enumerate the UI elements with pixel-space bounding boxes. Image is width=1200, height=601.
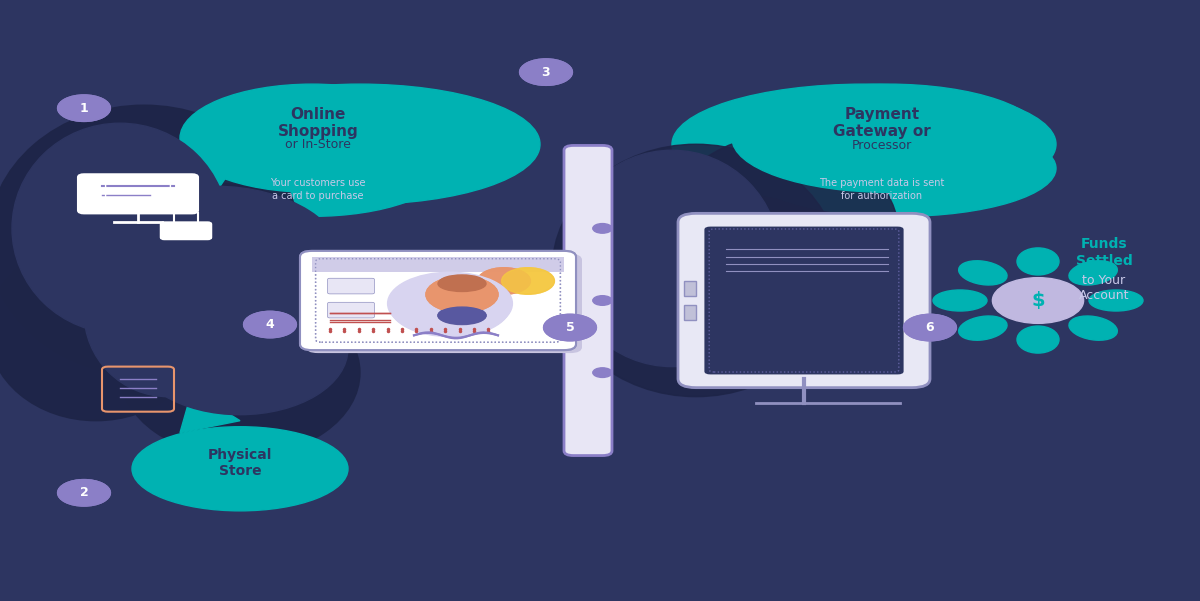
Text: 3: 3 (541, 66, 551, 79)
FancyBboxPatch shape (328, 278, 374, 294)
Text: 2: 2 (79, 486, 89, 499)
Text: Payment
Gateway or: Payment Gateway or (833, 107, 931, 139)
Circle shape (58, 95, 110, 121)
Circle shape (426, 276, 498, 313)
FancyBboxPatch shape (704, 227, 904, 374)
FancyBboxPatch shape (161, 222, 211, 239)
FancyBboxPatch shape (306, 254, 582, 353)
FancyBboxPatch shape (684, 305, 696, 320)
Ellipse shape (180, 84, 540, 204)
Text: Your customers use
a card to purchase: Your customers use a card to purchase (270, 178, 366, 201)
Ellipse shape (180, 84, 444, 192)
Ellipse shape (1069, 261, 1117, 285)
Circle shape (593, 224, 612, 233)
Circle shape (520, 59, 572, 85)
Text: Processor: Processor (852, 139, 912, 152)
Ellipse shape (84, 228, 252, 397)
Ellipse shape (1018, 326, 1060, 353)
Ellipse shape (564, 150, 780, 367)
Circle shape (502, 268, 554, 294)
Circle shape (502, 268, 554, 294)
Ellipse shape (12, 123, 228, 334)
FancyBboxPatch shape (312, 257, 564, 272)
Ellipse shape (732, 84, 1044, 192)
Ellipse shape (959, 316, 1007, 340)
FancyBboxPatch shape (328, 302, 374, 318)
Circle shape (58, 95, 110, 121)
FancyBboxPatch shape (678, 213, 930, 388)
Circle shape (244, 311, 296, 338)
Circle shape (478, 268, 530, 294)
Text: 1: 1 (79, 102, 89, 115)
Ellipse shape (648, 216, 840, 385)
FancyBboxPatch shape (300, 251, 576, 350)
Ellipse shape (438, 307, 486, 325)
Polygon shape (192, 150, 240, 192)
Ellipse shape (84, 186, 348, 355)
FancyBboxPatch shape (312, 257, 564, 272)
Circle shape (992, 278, 1084, 323)
Ellipse shape (672, 84, 1056, 204)
Ellipse shape (438, 307, 486, 324)
Text: or In-Store: or In-Store (286, 138, 350, 151)
Circle shape (478, 268, 530, 294)
Ellipse shape (1018, 248, 1060, 275)
Ellipse shape (660, 135, 900, 346)
Circle shape (593, 368, 612, 377)
Circle shape (593, 296, 612, 305)
Ellipse shape (228, 240, 300, 288)
Ellipse shape (438, 276, 486, 291)
Circle shape (904, 314, 956, 341)
Circle shape (58, 480, 110, 506)
Ellipse shape (132, 427, 348, 511)
Text: 2: 2 (79, 486, 89, 499)
Ellipse shape (180, 120, 444, 216)
Ellipse shape (1090, 290, 1142, 311)
Circle shape (388, 272, 512, 335)
Text: The payment data is sent
for authorization: The payment data is sent for authorizati… (820, 178, 944, 201)
FancyBboxPatch shape (684, 281, 696, 296)
Ellipse shape (0, 240, 204, 421)
Polygon shape (180, 391, 240, 433)
Ellipse shape (934, 290, 986, 311)
Circle shape (244, 311, 296, 338)
Circle shape (520, 59, 572, 85)
Circle shape (904, 314, 956, 341)
Ellipse shape (84, 183, 348, 394)
Circle shape (544, 314, 596, 341)
Circle shape (58, 480, 110, 506)
FancyBboxPatch shape (300, 251, 576, 350)
Circle shape (390, 276, 510, 337)
Circle shape (544, 314, 596, 341)
Text: 6: 6 (925, 321, 935, 334)
Text: 5: 5 (565, 321, 575, 334)
Ellipse shape (1069, 316, 1117, 340)
Text: $: $ (1031, 291, 1045, 310)
Text: Online
Shopping: Online Shopping (277, 107, 359, 139)
Ellipse shape (744, 120, 1056, 216)
Ellipse shape (439, 275, 485, 290)
Text: Physical
Store: Physical Store (208, 448, 272, 478)
Text: 4: 4 (265, 318, 275, 331)
Ellipse shape (959, 261, 1007, 285)
Ellipse shape (132, 282, 348, 415)
Text: 3: 3 (541, 66, 551, 79)
Ellipse shape (0, 105, 300, 376)
Text: to Your
Account: to Your Account (1079, 275, 1129, 302)
Text: 5: 5 (565, 321, 575, 334)
Ellipse shape (120, 288, 360, 457)
Ellipse shape (222, 310, 306, 364)
FancyBboxPatch shape (564, 145, 612, 456)
Text: 4: 4 (265, 318, 275, 331)
Circle shape (426, 276, 498, 313)
Text: 1: 1 (79, 102, 89, 115)
Text: 6: 6 (925, 321, 935, 334)
FancyBboxPatch shape (78, 174, 198, 213)
Ellipse shape (552, 144, 840, 397)
Text: Funds
Settled: Funds Settled (1075, 237, 1133, 267)
